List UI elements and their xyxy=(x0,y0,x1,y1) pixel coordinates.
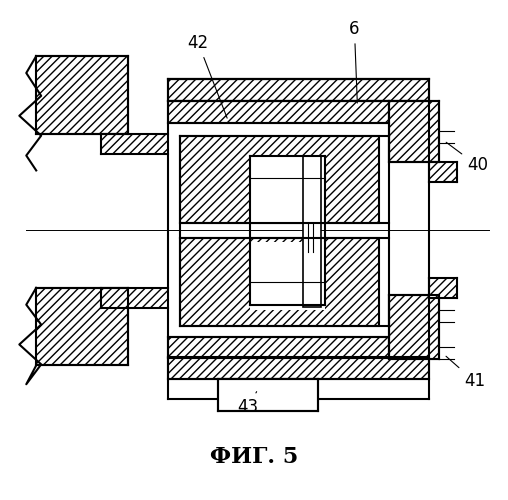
Text: 42: 42 xyxy=(188,34,227,118)
Bar xyxy=(180,238,379,326)
Text: 6: 6 xyxy=(349,20,360,103)
Bar xyxy=(180,136,379,223)
Bar xyxy=(218,380,318,411)
Text: 40: 40 xyxy=(446,142,488,174)
Text: 41: 41 xyxy=(446,356,485,390)
Bar xyxy=(169,358,429,380)
Bar xyxy=(429,162,457,182)
Bar xyxy=(36,288,128,366)
Bar xyxy=(169,336,389,358)
Bar xyxy=(169,79,429,101)
Bar xyxy=(36,56,128,134)
Bar xyxy=(101,134,169,154)
Bar xyxy=(389,294,439,360)
Bar xyxy=(169,101,389,122)
Bar xyxy=(251,243,324,308)
Text: 43: 43 xyxy=(237,392,259,416)
Bar xyxy=(429,278,457,297)
Bar xyxy=(251,156,324,222)
Text: ФИГ. 5: ФИГ. 5 xyxy=(210,446,298,468)
Bar xyxy=(250,242,325,310)
Bar xyxy=(389,101,439,162)
Bar xyxy=(303,156,321,306)
Bar xyxy=(101,288,169,308)
Bar xyxy=(250,156,325,223)
